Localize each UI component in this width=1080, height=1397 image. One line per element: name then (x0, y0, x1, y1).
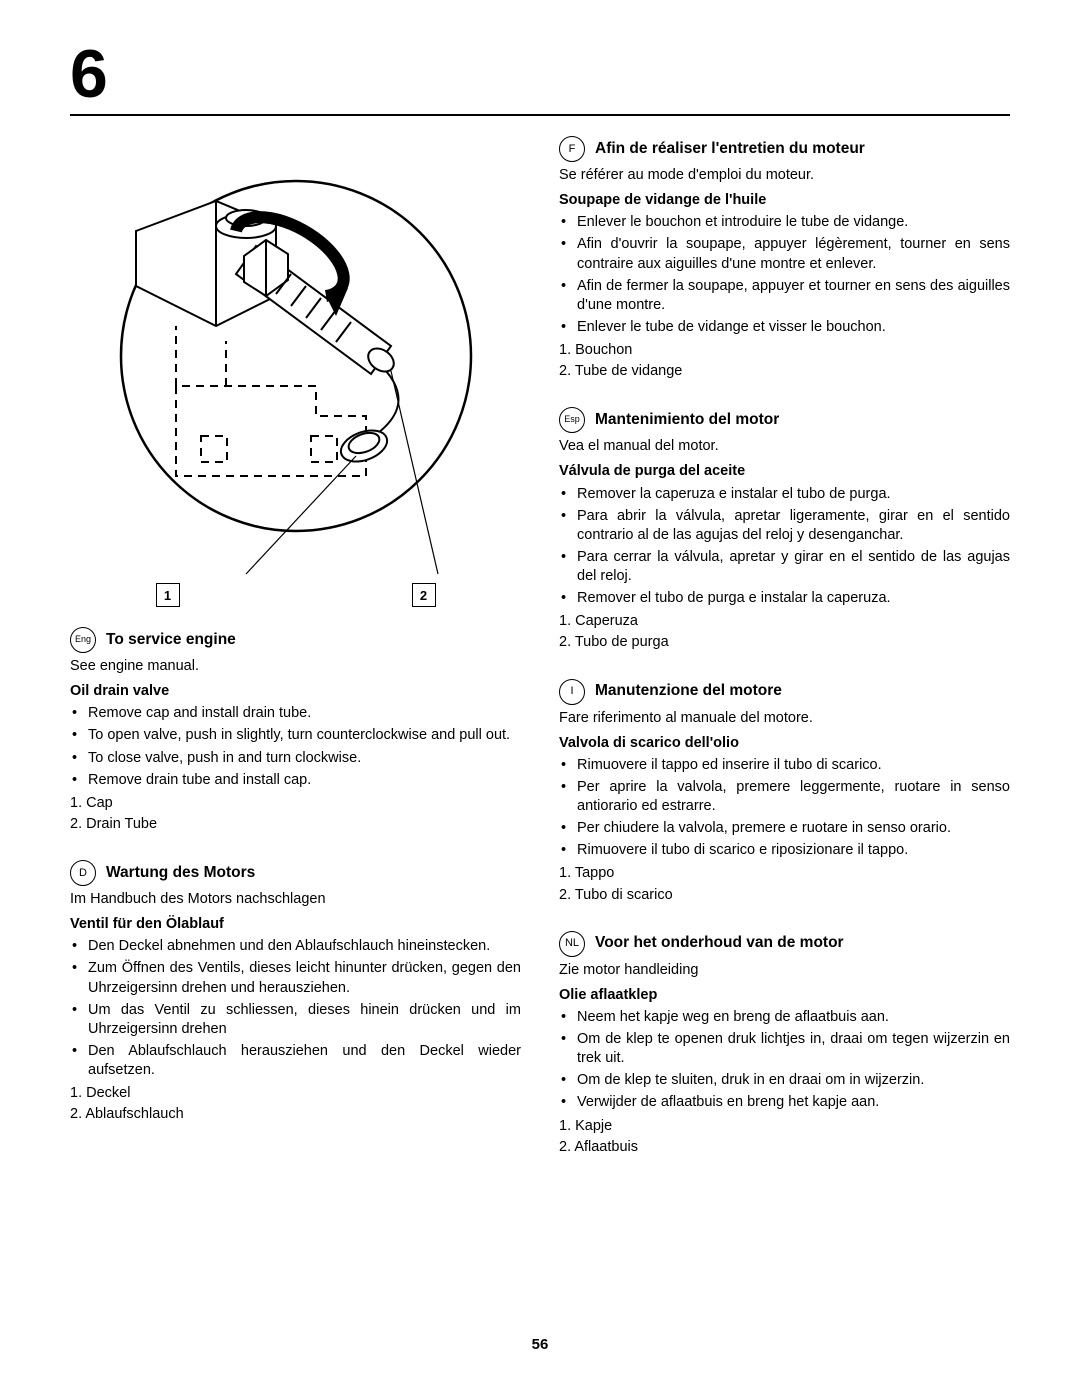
numbered-list: 1. Kapje 2. Aflaatbuis (559, 1117, 1010, 1157)
bullet-item: Per chiudere la valvola, premere e ruota… (577, 819, 1010, 838)
section-heading: I Manutenzione del motore (559, 679, 1010, 705)
diagram-svg (116, 146, 476, 586)
section-title: Wartung des Motors (106, 863, 255, 883)
section-title: Afin de réaliser l'entretien du moteur (595, 139, 865, 159)
language-badge: D (70, 860, 96, 886)
section-intro: Im Handbuch des Motors nachschlagen (70, 890, 521, 909)
content-columns: 1 2 Eng To service engine See engine manua… (70, 136, 1010, 1183)
bullet-item: Remover la caperuza e instalar el tubo d… (577, 485, 1010, 504)
section-title: To service engine (106, 630, 236, 650)
numbered-list: 1. Caperuza 2. Tubo de purga (559, 612, 1010, 652)
section-subheading: Soupape de vidange de l'huile (559, 191, 1010, 210)
numbered-item: 1. Bouchon (559, 341, 1010, 360)
numbered-item: 1. Tappo (559, 864, 1010, 883)
numbered-item: 1. Caperuza (559, 612, 1010, 631)
numbered-list: 1. Bouchon 2. Tube de vidange (559, 341, 1010, 381)
section-heading: Eng To service engine (70, 627, 521, 653)
section-heading: F Afin de réaliser l'entretien du moteur (559, 136, 1010, 162)
numbered-item: 2. Tubo di scarico (559, 886, 1010, 905)
bullet-item: Den Ablaufschlauch herausziehen und den … (88, 1042, 521, 1080)
bullet-item: To close valve, push in and turn clockwi… (88, 749, 521, 768)
bullet-item: Zum Öffnen des Ventils, dieses leicht hi… (88, 959, 521, 997)
bullet-list: Remove cap and install drain tube. To ope… (70, 704, 521, 790)
language-section: F Afin de réaliser l'entretien du moteur S… (559, 136, 1010, 381)
bullet-item: Para abrir la válvula, apretar ligeramen… (577, 507, 1010, 545)
bullet-list: Enlever le bouchon et introduire le tube… (559, 213, 1010, 337)
numbered-item: 2. Aflaatbuis (559, 1138, 1010, 1157)
bullet-item: Rimuovere il tappo ed inserire il tubo d… (577, 756, 1010, 775)
numbered-item: 2. Ablaufschlauch (70, 1105, 521, 1124)
section-intro: Se référer au mode d'emploi du moteur. (559, 166, 1010, 185)
section-heading: NL Voor het onderhoud van de motor (559, 931, 1010, 957)
bullet-item: Verwijder de aflaatbuis en breng het kap… (577, 1093, 1010, 1112)
numbered-item: 2. Drain Tube (70, 815, 521, 834)
language-badge: NL (559, 931, 585, 957)
section-intro: Fare riferimento al manuale del motore. (559, 709, 1010, 728)
language-badge: I (559, 679, 585, 705)
oil-drain-diagram: 1 2 (116, 146, 476, 607)
bullet-item: Remover el tubo de purga e instalar la c… (577, 589, 1010, 608)
bullet-list: Rimuovere il tappo ed inserire il tubo d… (559, 756, 1010, 861)
numbered-list: 1. Deckel 2. Ablaufschlauch (70, 1084, 521, 1124)
bullet-item: Enlever le bouchon et introduire le tube… (577, 213, 1010, 232)
numbered-item: 1. Cap (70, 794, 521, 813)
numbered-item: 1. Deckel (70, 1084, 521, 1103)
bullet-item: Om de klep te openen druk lichtjes in, d… (577, 1030, 1010, 1068)
left-column: 1 2 Eng To service engine See engine manua… (70, 136, 521, 1183)
section-subheading: Válvula de purga del aceite (559, 462, 1010, 481)
bullet-item: Afin de fermer la soupape, appuyer et to… (577, 277, 1010, 315)
bullet-item: Remove drain tube and install cap. (88, 771, 521, 790)
language-badge: Eng (70, 627, 96, 653)
section-title: Voor het onderhoud van de motor (595, 933, 844, 953)
section-subheading: Ventil für den Ölablauf (70, 915, 521, 934)
numbered-item: 2. Tubo de purga (559, 633, 1010, 652)
language-section: I Manutenzione del motore Fare riferimento… (559, 679, 1010, 905)
language-section: Eng To service engine See engine manual. Oi… (70, 627, 521, 834)
chapter-number: 6 (70, 40, 1010, 108)
bullet-item: Um das Ventil zu schliessen, dieses hine… (88, 1001, 521, 1039)
section-intro: Vea el manual del motor. (559, 437, 1010, 456)
language-badge: Esp (559, 407, 585, 433)
bullet-list: Remover la caperuza e instalar el tubo d… (559, 485, 1010, 609)
language-badge: F (559, 136, 585, 162)
language-section: D Wartung des Motors Im Handbuch des Motor… (70, 860, 521, 1124)
bullet-list: Den Deckel abnehmen und den Ablaufschlau… (70, 937, 521, 1080)
bullet-item: Remove cap and install drain tube. (88, 704, 521, 723)
section-title: Mantenimiento del motor (595, 410, 779, 430)
numbered-item: 1. Kapje (559, 1117, 1010, 1136)
bullet-item: Per aprire la valvola, premere leggermen… (577, 778, 1010, 816)
divider (70, 114, 1010, 116)
page-number: 56 (0, 1336, 1080, 1353)
bullet-item: To open valve, push in slightly, turn co… (88, 726, 521, 745)
section-subheading: Oil drain valve (70, 682, 521, 701)
section-heading: D Wartung des Motors (70, 860, 521, 886)
bullet-item: Neem het kapje weg en breng de aflaatbui… (577, 1008, 1010, 1027)
bullet-list: Neem het kapje weg en breng de aflaatbui… (559, 1008, 1010, 1113)
bullet-item: Om de klep te sluiten, druk in en draai … (577, 1071, 1010, 1090)
callout-1: 1 (156, 583, 180, 607)
section-heading: Esp Mantenimiento del motor (559, 407, 1010, 433)
bullet-item: Rimuovere il tubo di scarico e riposizio… (577, 841, 1010, 860)
section-intro: See engine manual. (70, 657, 521, 676)
callout-2: 2 (412, 583, 436, 607)
language-section: Esp Mantenimiento del motor Vea el manual … (559, 407, 1010, 652)
section-subheading: Olie aflaatklep (559, 986, 1010, 1005)
right-column: F Afin de réaliser l'entretien du moteur S… (559, 136, 1010, 1183)
diagram-callouts: 1 2 (116, 583, 476, 607)
bullet-item: Afin d'ouvrir la soupape, appuyer légère… (577, 235, 1010, 273)
numbered-item: 2. Tube de vidange (559, 362, 1010, 381)
section-intro: Zie motor handleiding (559, 961, 1010, 980)
bullet-item: Para cerrar la válvula, apretar y girar … (577, 548, 1010, 586)
section-title: Manutenzione del motore (595, 681, 782, 701)
numbered-list: 1. Cap 2. Drain Tube (70, 794, 521, 834)
language-section: NL Voor het onderhoud van de motor Zie mot… (559, 931, 1010, 1157)
bullet-item: Enlever le tube de vidange et visser le … (577, 318, 1010, 337)
bullet-item: Den Deckel abnehmen und den Ablaufschlau… (88, 937, 521, 956)
section-subheading: Valvola di scarico dell'olio (559, 734, 1010, 753)
numbered-list: 1. Tappo 2. Tubo di scarico (559, 864, 1010, 904)
